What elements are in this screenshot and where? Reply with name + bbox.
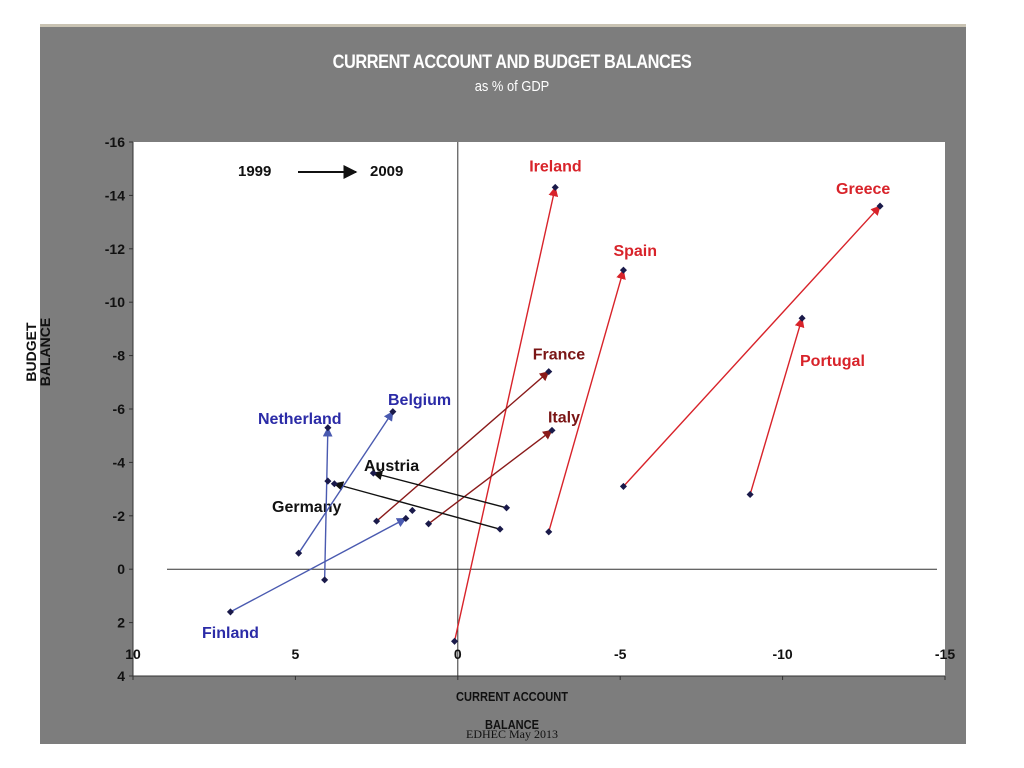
- series-label-germany: Germany: [272, 499, 341, 516]
- point-austria-2009: [369, 469, 377, 477]
- point-netherland-2009: [324, 424, 332, 432]
- series-label-ireland: Ireland: [529, 158, 581, 175]
- point-spain-2009: [619, 266, 627, 274]
- series-label-france: France: [533, 347, 586, 364]
- x-tick-label: 5: [292, 646, 300, 662]
- y-tick-label: -14: [105, 187, 125, 203]
- slide-top-line: [40, 24, 966, 27]
- arrow-finland: [230, 517, 407, 613]
- arrow-france: [376, 370, 550, 522]
- point-spain-1999: [545, 528, 553, 536]
- series-label-belgium: Belgium: [388, 392, 451, 409]
- x-axis-label-line2: BALANCE: [484, 717, 540, 732]
- y-axis-label-line2: BALANCE: [37, 317, 53, 387]
- arrow-portugal: [749, 317, 805, 495]
- y-tick-label: 4: [117, 668, 125, 684]
- point-france-1999: [373, 517, 381, 525]
- y-tick-label: 2: [117, 615, 125, 631]
- series-label-netherland: Netherland: [258, 411, 342, 428]
- y-tick-label: -12: [105, 241, 125, 257]
- x-axis-label: CURRENT ACCOUNT BALANCE: [77, 683, 947, 739]
- point-netherland-1999: [321, 576, 329, 584]
- arrow-italy: [428, 429, 553, 525]
- point-ireland-1999: [451, 637, 459, 645]
- series-label-finland: Finland: [202, 625, 259, 642]
- y-tick-label: -16: [105, 134, 125, 150]
- chart-subtitle: as % of GDP: [474, 78, 550, 95]
- point-ireland-2009: [551, 183, 559, 191]
- y-axis-label: BUDGET BALANCE: [23, 282, 53, 422]
- series-label-spain: Spain: [613, 243, 657, 260]
- chart-title: CURRENT ACCOUNT AND BUDGET BALANCES: [332, 52, 692, 73]
- point-finland-2009: [402, 514, 410, 523]
- point-france-2009: [545, 368, 553, 376]
- y-axis-label-line1: BUDGET: [23, 322, 39, 382]
- point-greece-1999: [619, 482, 627, 490]
- series-label-portugal: Portugal: [800, 353, 865, 370]
- y-tick-label: -6: [113, 401, 126, 417]
- extra-point-0: [324, 477, 332, 485]
- point-germany-2009: [330, 480, 338, 488]
- series-label-greece: Greece: [836, 181, 890, 198]
- point-italy-1999: [425, 520, 433, 528]
- point-austria-1999: [502, 504, 511, 512]
- arrow-ireland: [453, 186, 559, 642]
- x-tick-label: -15: [935, 646, 955, 662]
- y-tick-label: -2: [113, 508, 126, 524]
- point-germany-1999: [496, 525, 504, 533]
- point-greece-2009: [876, 202, 884, 210]
- point-portugal-1999: [746, 490, 754, 498]
- point-belgium-1999: [295, 549, 303, 557]
- y-tick-label: -8: [113, 348, 126, 364]
- point-portugal-2009: [798, 314, 806, 322]
- point-belgium-2009: [389, 408, 397, 416]
- arrow-germany: [333, 481, 501, 530]
- arrow-spain: [548, 269, 626, 533]
- point-finland-1999: [226, 608, 234, 616]
- plot-area: [133, 142, 945, 676]
- y-tick-label: 0: [117, 561, 125, 577]
- point-italy-2009: [548, 426, 556, 434]
- series-label-italy: Italy: [548, 409, 580, 426]
- legend-to-label: 2009: [370, 163, 403, 180]
- arrow-austria: [372, 470, 507, 509]
- x-tick-label: -5: [614, 646, 627, 662]
- arrow-belgium: [298, 410, 394, 554]
- x-tick-label: -10: [772, 646, 792, 662]
- arrow-netherland: [322, 426, 333, 580]
- x-tick-label: 10: [125, 646, 141, 662]
- legend-from-label: 1999: [238, 163, 271, 180]
- x-axis-label-line1: CURRENT ACCOUNT: [456, 689, 568, 704]
- y-tick-label: -10: [105, 294, 125, 310]
- y-tick-label: -4: [113, 454, 126, 470]
- series-label-austria: Austria: [364, 458, 419, 475]
- footer-credit: EDHEC May 2013: [466, 727, 558, 741]
- arrow-greece: [622, 205, 881, 487]
- x-tick-label: 0: [454, 646, 462, 662]
